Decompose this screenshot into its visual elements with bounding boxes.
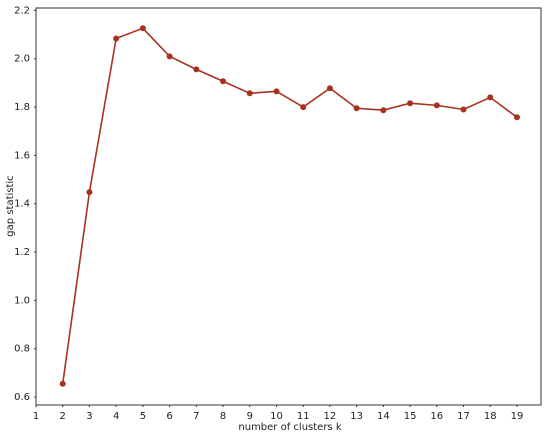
y-tick-label: 1.4	[14, 199, 30, 210]
data-point	[460, 106, 467, 113]
x-tick-label: 11	[297, 411, 310, 422]
data-point	[139, 25, 146, 32]
x-tick-label: 12	[324, 411, 337, 422]
x-tick-label: 7	[193, 411, 199, 422]
data-point	[246, 90, 253, 97]
x-tick-label: 8	[220, 411, 226, 422]
x-tick-label: 10	[270, 411, 283, 422]
x-tick-label: 9	[247, 411, 253, 422]
data-point	[59, 380, 66, 387]
y-tick-label: 0.8	[14, 344, 30, 355]
data-point	[86, 189, 93, 196]
x-tick-label: 3	[86, 411, 92, 422]
data-point	[513, 114, 520, 121]
x-tick-label: 17	[457, 411, 470, 422]
x-tick-label: 16	[430, 411, 443, 422]
x-tick-label: 15	[404, 411, 417, 422]
x-axis-label: number of clusters k	[238, 422, 341, 433]
y-axis-label: gap statistic	[5, 175, 16, 236]
data-point	[193, 66, 200, 73]
data-point	[220, 78, 227, 85]
data-point	[487, 94, 494, 101]
series-line	[61, 27, 518, 384]
x-tick-label: 5	[140, 411, 146, 422]
x-tick-label: 4	[113, 411, 119, 422]
data-point	[166, 53, 173, 60]
data-point	[113, 35, 120, 42]
x-tick-label: 6	[166, 411, 172, 422]
y-tick-label: 2.0	[14, 54, 30, 65]
data-point	[300, 104, 307, 111]
y-tick-label: 2.2	[14, 5, 30, 16]
data-point	[407, 100, 414, 107]
y-tick-label: 1.2	[14, 247, 30, 258]
x-tick-label: 19	[511, 411, 524, 422]
data-point	[433, 102, 440, 109]
x-tick-label: 13	[350, 411, 363, 422]
x-tick-label: 2	[60, 411, 66, 422]
data-point	[273, 88, 280, 95]
x-tick-label: 18	[484, 411, 497, 422]
y-tick-label: 1.8	[14, 102, 30, 113]
data-point	[326, 85, 333, 92]
data-point	[380, 107, 387, 114]
data-point	[353, 105, 360, 112]
y-tick-label: 1.6	[14, 150, 30, 161]
plot-frame	[35, 7, 542, 406]
x-tick-label: 1	[33, 411, 39, 422]
x-tick-label: 14	[377, 411, 390, 422]
y-tick-label: 1.0	[14, 295, 30, 306]
y-tick-label: 0.6	[14, 392, 30, 403]
